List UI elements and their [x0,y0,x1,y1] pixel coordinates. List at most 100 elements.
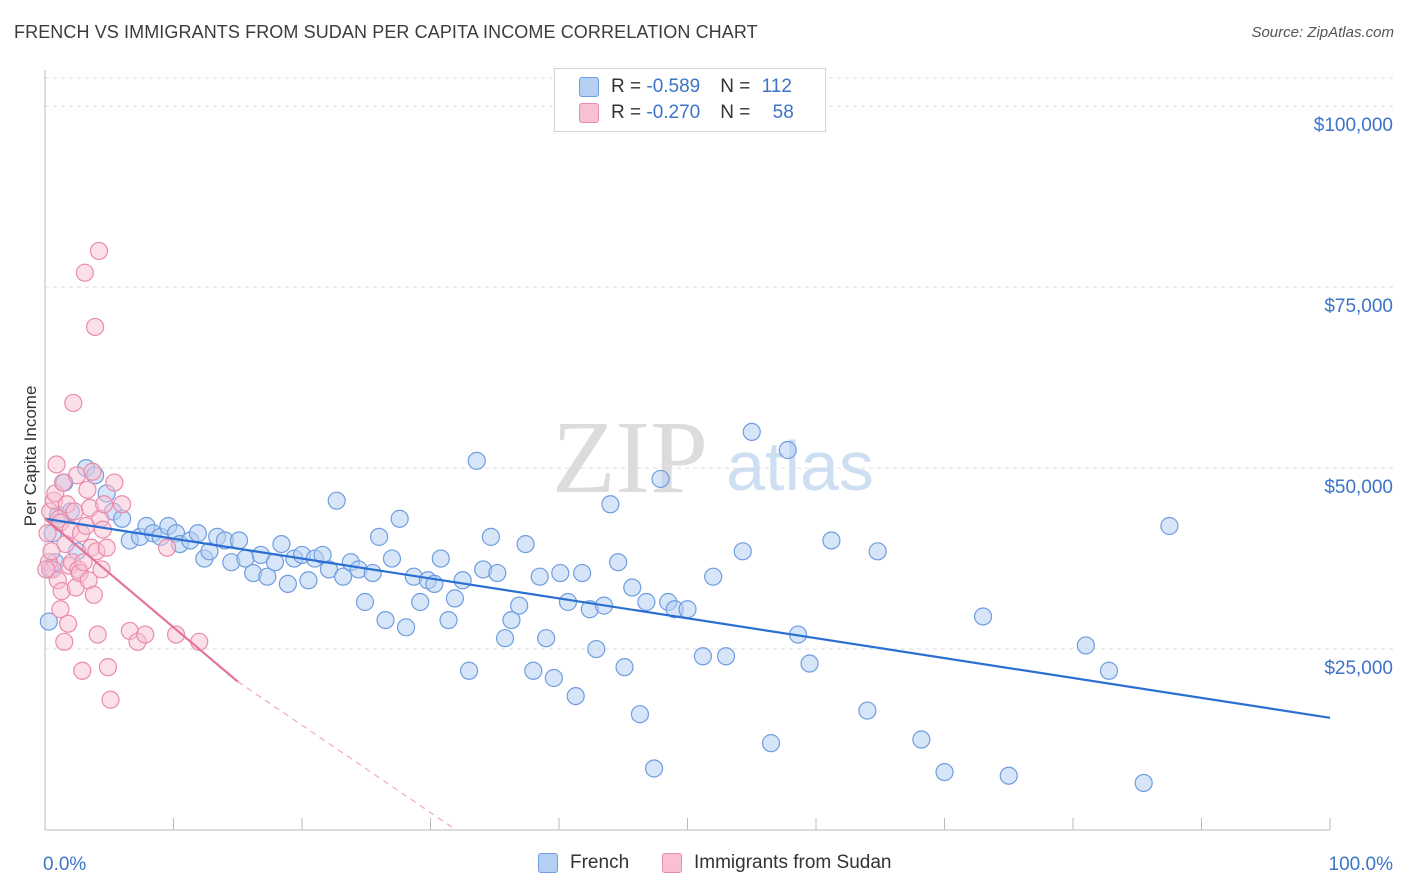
bottom-legend-swatch-sudan [662,853,682,873]
legend-swatch-sudan [579,103,599,123]
bottom-legend-label-french: French [570,852,630,873]
sudan-point [101,690,120,709]
french-point [319,560,339,579]
sudan-point [83,462,102,481]
sudan-point [92,560,111,579]
french-point [272,534,291,554]
x-tick-label: 0.0% [43,854,86,875]
french-point [778,440,797,460]
legend: R = -0.589 N = 112 R = -0.270 N = 58 [554,68,826,132]
sudan-point [95,495,114,514]
french-point [495,629,515,648]
french-point [258,567,277,586]
sudan-point [51,600,70,619]
legend-n-label: N = [720,102,756,123]
y-axis-label: Per Capita Income [21,386,40,527]
french-point [678,600,697,619]
bottom-legend-sudan: Immigrants from Sudan [662,852,891,874]
sudan-point [38,524,57,543]
french-point [1076,636,1095,655]
french-point [459,661,479,680]
french-point [467,451,486,470]
y-tick-label: $75,000 [1324,296,1393,317]
french-point [693,647,713,666]
french-point [761,734,781,753]
legend-r-label: R = [611,76,647,97]
sudan-point [73,661,92,680]
french-point [587,639,606,659]
sudan-point [37,560,56,579]
french-point [637,592,656,612]
french-point [868,542,887,561]
french-point [382,549,402,568]
french-point [1099,661,1119,680]
french-point [200,542,219,561]
y-tick-label: $25,000 [1324,658,1393,679]
french-point [530,567,549,586]
sudan-point [86,317,105,337]
sudan-point [88,625,107,644]
sudan-trend-line [44,517,239,683]
trend-lines [44,517,1331,831]
sudan-point [64,393,83,413]
french-point [334,567,353,586]
sudan-trend-extension [237,681,457,831]
french-point [327,491,346,510]
french-point [445,589,465,608]
legend-row-french: R = -0.589 N = 112 [579,74,792,100]
french-point [537,629,556,648]
french-point [390,509,409,528]
french-point [742,422,761,442]
french-point [516,534,535,554]
french-point [551,563,570,583]
legend-swatch-french [579,77,599,97]
legend-row-sudan: R = -0.270 N = 58 [579,100,794,126]
sudan-point [68,466,87,485]
sudan-point [166,625,186,644]
french-point [396,618,416,637]
french-point [615,658,634,677]
french-point [502,610,521,630]
sudan-point [55,632,74,651]
french-point [609,553,628,572]
french-point [573,563,592,583]
french-point [623,578,642,597]
sudan-point [65,502,84,521]
french-point [1160,516,1179,536]
sudan-point [136,625,155,644]
sudan-point [157,538,177,557]
french-point [411,592,430,612]
sudan-point [74,553,93,572]
legend-r-value: -0.589 [646,76,701,97]
french-point [544,668,563,688]
french-point [488,563,507,583]
bottom-legend-label-sudan: Immigrants from Sudan [694,852,892,873]
source-label: Source: ZipAtlas.com [1251,24,1394,41]
french-point [510,596,529,615]
french-point [1134,773,1153,793]
sudan-point [97,538,116,557]
sudan-point [105,473,124,492]
french-point [822,531,841,550]
sudan-point [59,614,78,633]
x-tick-label: 100.0% [1329,854,1394,875]
french-point [601,495,620,514]
french-point [651,469,670,489]
french-point [229,531,249,550]
french-point [566,686,585,706]
french-point [558,592,578,612]
french-point [644,759,664,778]
chart-title: FRENCH VS IMMIGRANTS FROM SUDAN PER CAPI… [14,22,758,42]
sudan-point [47,455,66,474]
french-point [733,542,752,561]
french-point [800,654,819,673]
sudan-point [53,473,73,492]
x-tick-labels: 0.0% 100.0% [43,854,1393,875]
watermark: ZIP atlas [552,400,874,515]
french-point [439,610,458,630]
sudan-point [75,263,94,282]
french-point [630,705,650,724]
french-point [912,730,931,749]
axes [44,70,1331,831]
